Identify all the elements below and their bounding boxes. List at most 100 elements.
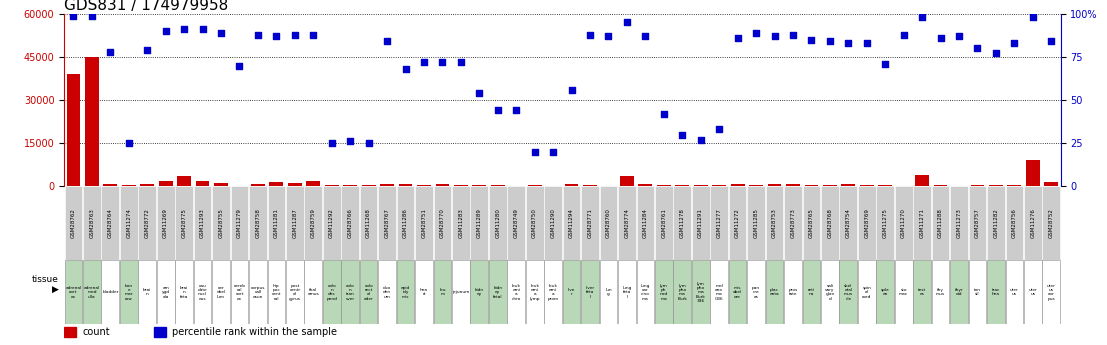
- Bar: [673, 186, 691, 260]
- Bar: [803, 260, 820, 324]
- Bar: [417, 185, 431, 186]
- Bar: [655, 186, 673, 260]
- Text: hea
rt: hea rt: [420, 288, 428, 296]
- Bar: [213, 186, 230, 260]
- Bar: [489, 260, 507, 324]
- Bar: [823, 185, 837, 186]
- Bar: [841, 184, 856, 186]
- Text: GSM28758: GSM28758: [256, 208, 260, 238]
- Bar: [1044, 182, 1058, 186]
- Text: ▶: ▶: [52, 285, 59, 294]
- Text: GSM11275: GSM11275: [882, 208, 888, 238]
- Bar: [712, 185, 726, 186]
- Bar: [749, 185, 763, 186]
- Bar: [932, 186, 950, 260]
- Point: [803, 37, 820, 42]
- Point: [932, 35, 950, 41]
- Bar: [1043, 186, 1061, 260]
- Text: adrenal
cort
ex: adrenal cort ex: [65, 286, 82, 298]
- Bar: [360, 260, 377, 324]
- Text: reti
na: reti na: [808, 288, 815, 296]
- Bar: [639, 184, 652, 186]
- Bar: [894, 186, 912, 260]
- Text: trac
hea: trac hea: [992, 288, 1000, 296]
- Text: GSM28762: GSM28762: [71, 208, 76, 238]
- Bar: [286, 186, 303, 260]
- Text: GSM28775: GSM28775: [182, 208, 187, 238]
- Text: post
centr
al
gyrus: post centr al gyrus: [289, 284, 301, 300]
- Bar: [175, 260, 193, 324]
- Bar: [470, 260, 488, 324]
- Text: tissue: tissue: [32, 275, 59, 284]
- Bar: [526, 186, 544, 260]
- Bar: [196, 180, 209, 186]
- Point: [545, 149, 562, 155]
- Bar: [839, 260, 857, 324]
- Bar: [731, 184, 745, 186]
- Bar: [821, 260, 839, 324]
- Bar: [786, 184, 800, 186]
- Text: GSM28760: GSM28760: [606, 208, 611, 238]
- Text: lym
pho
ma
Burk
336: lym pho ma Burk 336: [696, 282, 705, 303]
- Text: GSM28766: GSM28766: [348, 208, 353, 238]
- Bar: [562, 260, 580, 324]
- Bar: [728, 186, 746, 260]
- Point: [987, 51, 1005, 56]
- Point: [120, 140, 137, 146]
- Text: pros
tate: pros tate: [788, 288, 798, 296]
- Text: mel
ano
ma
G36: mel ano ma G36: [715, 284, 724, 300]
- Bar: [784, 186, 801, 260]
- Bar: [600, 260, 618, 324]
- Bar: [507, 186, 525, 260]
- Point: [877, 61, 894, 67]
- Point: [692, 137, 710, 142]
- Text: brai
n: brai n: [143, 288, 152, 296]
- Point: [600, 33, 618, 39]
- Point: [526, 149, 544, 155]
- Bar: [434, 260, 452, 324]
- Bar: [64, 327, 76, 337]
- Text: thyr
oid: thyr oid: [954, 288, 963, 296]
- Bar: [858, 186, 876, 260]
- Text: GSM11291: GSM11291: [699, 208, 703, 238]
- Text: adrenal
med
ulla: adrenal med ulla: [84, 286, 100, 298]
- Bar: [803, 186, 820, 260]
- Bar: [581, 260, 599, 324]
- Text: skel
etal
mus
cle: skel etal mus cle: [844, 284, 852, 300]
- Point: [230, 63, 248, 68]
- Text: am
ygd
ala: am ygd ala: [162, 286, 169, 298]
- Bar: [932, 260, 950, 324]
- Text: cer
ebel
lum: cer ebel lum: [217, 286, 226, 298]
- Point: [1043, 39, 1061, 44]
- Text: uter
us: uter us: [1010, 288, 1018, 296]
- Bar: [675, 185, 690, 186]
- Bar: [526, 260, 544, 324]
- Text: GSM28767: GSM28767: [384, 208, 390, 238]
- Bar: [915, 175, 929, 186]
- Text: sali
vary
glan
d: sali vary glan d: [825, 284, 835, 300]
- Bar: [545, 186, 562, 260]
- Bar: [452, 186, 469, 260]
- Text: bon
e
mar
row: bon e mar row: [124, 284, 133, 300]
- Bar: [286, 260, 303, 324]
- Bar: [470, 186, 488, 260]
- Text: GSM28771: GSM28771: [588, 208, 592, 238]
- Bar: [1005, 186, 1023, 260]
- Bar: [766, 260, 784, 324]
- Bar: [766, 186, 784, 260]
- Text: lym
ph
nod
ma: lym ph nod ma: [660, 284, 668, 300]
- Text: GSM28752: GSM28752: [1048, 208, 1054, 238]
- Text: GSM28772: GSM28772: [145, 208, 149, 238]
- Text: GSM11278: GSM11278: [680, 208, 685, 238]
- Bar: [379, 260, 396, 324]
- Bar: [821, 186, 839, 260]
- Text: GSM28750: GSM28750: [532, 208, 537, 238]
- Text: GSM28756: GSM28756: [1012, 208, 1017, 238]
- Bar: [454, 185, 468, 186]
- Point: [858, 40, 876, 46]
- Bar: [711, 260, 728, 324]
- Text: GSM28768: GSM28768: [827, 208, 832, 238]
- Text: leuk
emi
a
chro: leuk emi a chro: [511, 284, 521, 300]
- Bar: [399, 184, 413, 186]
- Text: GSM28774: GSM28774: [624, 208, 630, 238]
